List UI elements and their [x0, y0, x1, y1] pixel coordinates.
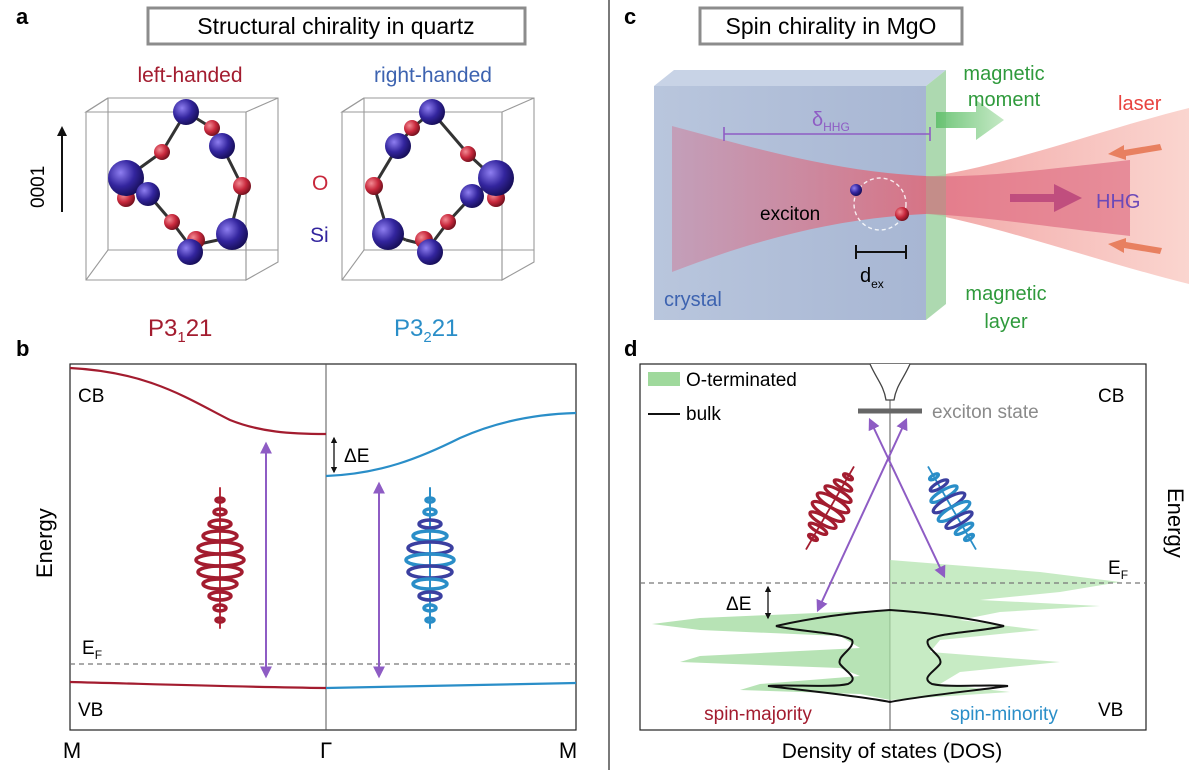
- legend-o-label: O-terminated: [686, 370, 797, 391]
- left-valence-band: [69, 680, 327, 690]
- x-tick-m-left: M: [63, 738, 81, 763]
- x-tick-gamma: Γ: [320, 738, 332, 763]
- transition-arrow-minority: [868, 417, 946, 579]
- left-conduction-band: [69, 366, 327, 436]
- dos-fill-majority: [652, 610, 890, 700]
- left-quartz-atoms: [108, 99, 251, 265]
- panel-c-title: Spin chirality in MgO: [726, 13, 937, 39]
- right-helix-icon: [404, 487, 456, 629]
- vb-label-b: VB: [78, 700, 103, 721]
- cb-label-d: CB: [1098, 386, 1124, 407]
- panel-b: b Energy CB VB EF ΔE: [16, 336, 577, 763]
- panel-d-letter: d: [624, 336, 637, 361]
- laser-arrow-bottom: [1108, 238, 1162, 254]
- exciton-hole: [895, 207, 909, 221]
- spin-majority-label: spin-majority: [704, 704, 812, 725]
- focused-beam: [672, 126, 926, 272]
- right-conduction-band: [325, 411, 577, 478]
- left-helix-icon: [194, 487, 246, 629]
- x-tick-m-right: M: [559, 738, 577, 763]
- ef-label-d: EF: [1108, 558, 1128, 582]
- exciton-label: exciton: [760, 204, 820, 225]
- panel-c: c Spin chirality in MgO magnetic moment …: [624, 4, 1189, 333]
- band-diagram-frame: [69, 363, 577, 731]
- delta-e-label-b: ΔE: [344, 446, 369, 467]
- right-quartz-atoms: [365, 99, 514, 265]
- exciton-state-label: exciton state: [932, 402, 1039, 423]
- stm-tip-icon: [869, 363, 911, 401]
- left-space-group: P3121: [148, 315, 212, 346]
- crystal-top-face: [654, 70, 946, 86]
- delta-e-label-d: ΔE: [726, 594, 751, 615]
- panel-a-title-box: [146, 6, 527, 46]
- energy-label-d: Energy: [1163, 488, 1188, 558]
- band-ylabel: Energy: [32, 508, 57, 578]
- dos-fill-minority: [890, 560, 1120, 700]
- panel-a-title: Structural chirality in quartz: [197, 13, 474, 39]
- exciton-orbit: [853, 177, 907, 231]
- laser-label: laser: [1118, 93, 1162, 115]
- vb-label-d: VB: [1098, 700, 1123, 721]
- hhg-arrow: [1010, 184, 1082, 212]
- right-handed-label: right-handed: [374, 64, 492, 87]
- dex-label: dex: [860, 265, 884, 291]
- magnetic-layer-label-1: magnetic: [965, 283, 1046, 305]
- panel-c-letter: c: [624, 4, 636, 29]
- panel-a: a Structural chirality in quartz left-ha…: [16, 4, 535, 346]
- magnetic-layer-label-2: layer: [984, 311, 1028, 333]
- minority-helix-icon: [927, 465, 977, 551]
- legend-bulk-label: bulk: [686, 404, 721, 425]
- majority-helix-icon: [805, 465, 855, 551]
- panel-d: d O-terminated bulk exciton state CB VB …: [624, 336, 1188, 763]
- exciton-electron: [850, 184, 862, 196]
- spin-minority-label: spin-minority: [950, 704, 1058, 725]
- magnetic-moment-label-2: moment: [968, 89, 1041, 111]
- c-axis-label: 0001: [28, 166, 49, 208]
- panel-a-letter: a: [16, 4, 29, 29]
- oxygen-legend: O: [312, 172, 328, 195]
- dos-xlabel: Density of states (DOS): [782, 740, 1003, 763]
- cb-label-b: CB: [78, 386, 104, 407]
- laser-arrow-top: [1108, 144, 1162, 160]
- hhg-label: HHG: [1096, 191, 1140, 213]
- left-handed-label: left-handed: [137, 64, 242, 87]
- legend-o-swatch: [648, 372, 680, 386]
- silicon-legend: Si: [310, 224, 329, 247]
- ef-label-b: EF: [82, 638, 102, 662]
- panel-c-title-box: [698, 6, 964, 46]
- magnetic-moment-label-1: magnetic: [963, 63, 1044, 85]
- panel-b-letter: b: [16, 336, 29, 361]
- crystal-label: crystal: [664, 289, 722, 311]
- right-quartz-cube: [340, 97, 535, 281]
- right-space-group: P3221: [394, 315, 458, 346]
- dos-bulk-outline: [767, 608, 1009, 704]
- right-valence-band: [325, 681, 577, 690]
- magnetic-moment-arrow: [936, 100, 1004, 140]
- delta-hhg-label: δHHG: [812, 109, 850, 134]
